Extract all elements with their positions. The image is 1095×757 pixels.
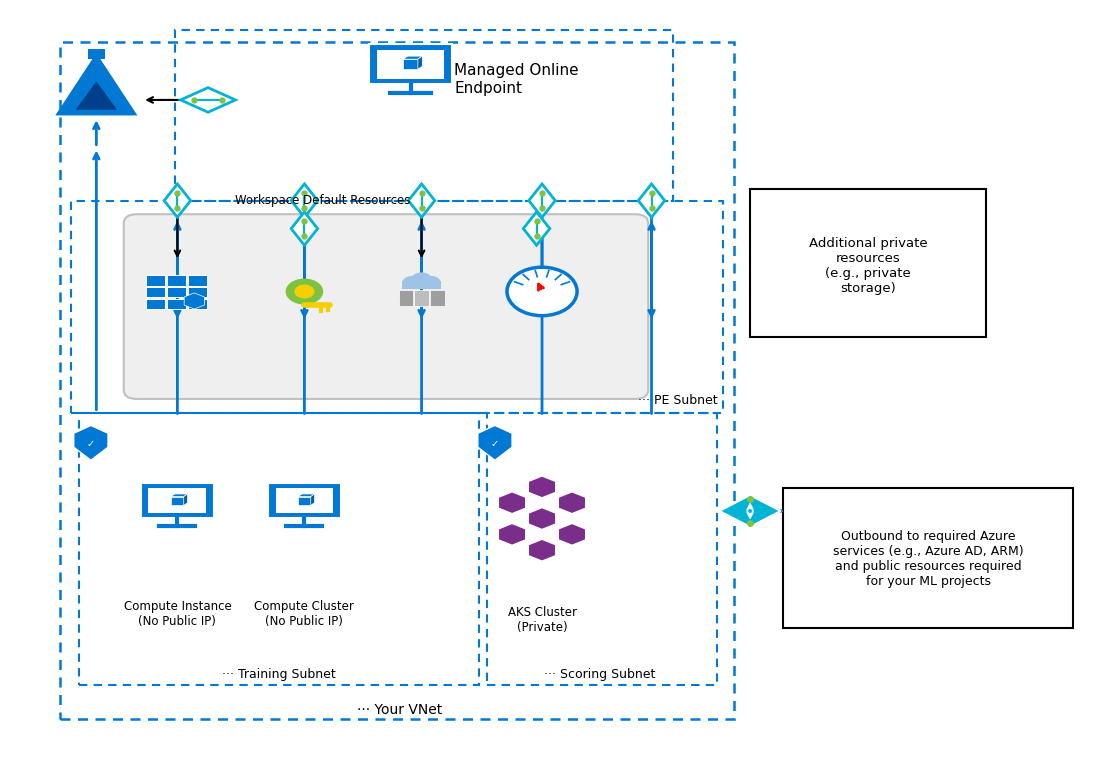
Polygon shape (408, 184, 435, 217)
Polygon shape (528, 508, 556, 529)
Bar (188, 276, 207, 285)
Text: ··· Scoring Subnet: ··· Scoring Subnet (544, 668, 656, 681)
Bar (166, 299, 186, 309)
Polygon shape (558, 523, 586, 545)
Polygon shape (528, 476, 556, 498)
Bar (141, 484, 214, 519)
Bar (750, 189, 986, 337)
Bar (414, 291, 429, 306)
Polygon shape (523, 212, 550, 245)
Polygon shape (558, 492, 586, 514)
Bar (60, 42, 734, 719)
Polygon shape (418, 56, 423, 69)
Text: Additional private
resources
(e.g., private
storage): Additional private resources (e.g., priv… (809, 238, 927, 295)
Bar (171, 497, 184, 506)
Circle shape (411, 273, 433, 287)
Text: Workspace Default Resources: Workspace Default Resources (235, 194, 411, 207)
FancyBboxPatch shape (124, 214, 648, 399)
Circle shape (507, 267, 577, 316)
Circle shape (423, 276, 440, 288)
Polygon shape (498, 492, 526, 514)
Polygon shape (181, 88, 235, 112)
Polygon shape (719, 495, 781, 527)
Bar (298, 497, 311, 506)
Bar (402, 282, 441, 289)
Bar (487, 413, 717, 685)
Bar (166, 287, 186, 298)
Text: ··· PE Subnet: ··· PE Subnet (637, 394, 717, 407)
Bar (188, 299, 207, 309)
Bar (149, 488, 206, 513)
Text: Outbound to required Azure
services (e.g., Azure AD, ARM)
and public resources r: Outbound to required Azure services (e.g… (833, 530, 1024, 587)
Polygon shape (477, 425, 512, 460)
Bar (378, 50, 443, 79)
Text: ✓: ✓ (87, 439, 95, 449)
Text: ··· Your VNet: ··· Your VNet (357, 703, 442, 717)
Polygon shape (171, 494, 187, 497)
Polygon shape (76, 82, 117, 110)
Circle shape (403, 276, 420, 288)
Bar (146, 276, 165, 285)
Polygon shape (498, 523, 526, 545)
Bar (146, 299, 165, 309)
Polygon shape (55, 53, 138, 115)
Bar (430, 291, 445, 306)
Polygon shape (291, 184, 318, 217)
Text: ✓: ✓ (491, 439, 499, 449)
Polygon shape (638, 184, 665, 217)
Polygon shape (184, 293, 205, 309)
Text: Compute Cluster
(No Public IP): Compute Cluster (No Public IP) (254, 600, 355, 628)
Circle shape (295, 285, 314, 298)
Polygon shape (291, 212, 318, 245)
Bar (88, 49, 104, 59)
Polygon shape (403, 56, 423, 59)
Text: AKS Cluster
(Private): AKS Cluster (Private) (507, 606, 577, 634)
Circle shape (286, 279, 323, 304)
Polygon shape (184, 494, 187, 506)
Text: ··· Training Subnet: ··· Training Subnet (222, 668, 336, 681)
Bar (276, 488, 333, 513)
Bar (146, 287, 165, 298)
Bar (166, 276, 186, 285)
Bar (71, 201, 723, 413)
Polygon shape (73, 425, 108, 460)
Polygon shape (529, 184, 555, 217)
Text: Compute Instance
(No Public IP): Compute Instance (No Public IP) (124, 600, 231, 628)
Text: Managed Online
Endpoint: Managed Online Endpoint (454, 64, 579, 95)
Bar (175, 30, 673, 201)
Polygon shape (311, 494, 314, 506)
Bar (268, 484, 341, 519)
Bar (399, 291, 413, 306)
Bar (79, 413, 479, 685)
Bar (783, 488, 1073, 628)
Bar (403, 59, 418, 69)
Bar (188, 287, 207, 298)
Bar (369, 44, 452, 84)
Polygon shape (528, 539, 556, 561)
Polygon shape (164, 184, 191, 217)
Polygon shape (298, 494, 314, 497)
